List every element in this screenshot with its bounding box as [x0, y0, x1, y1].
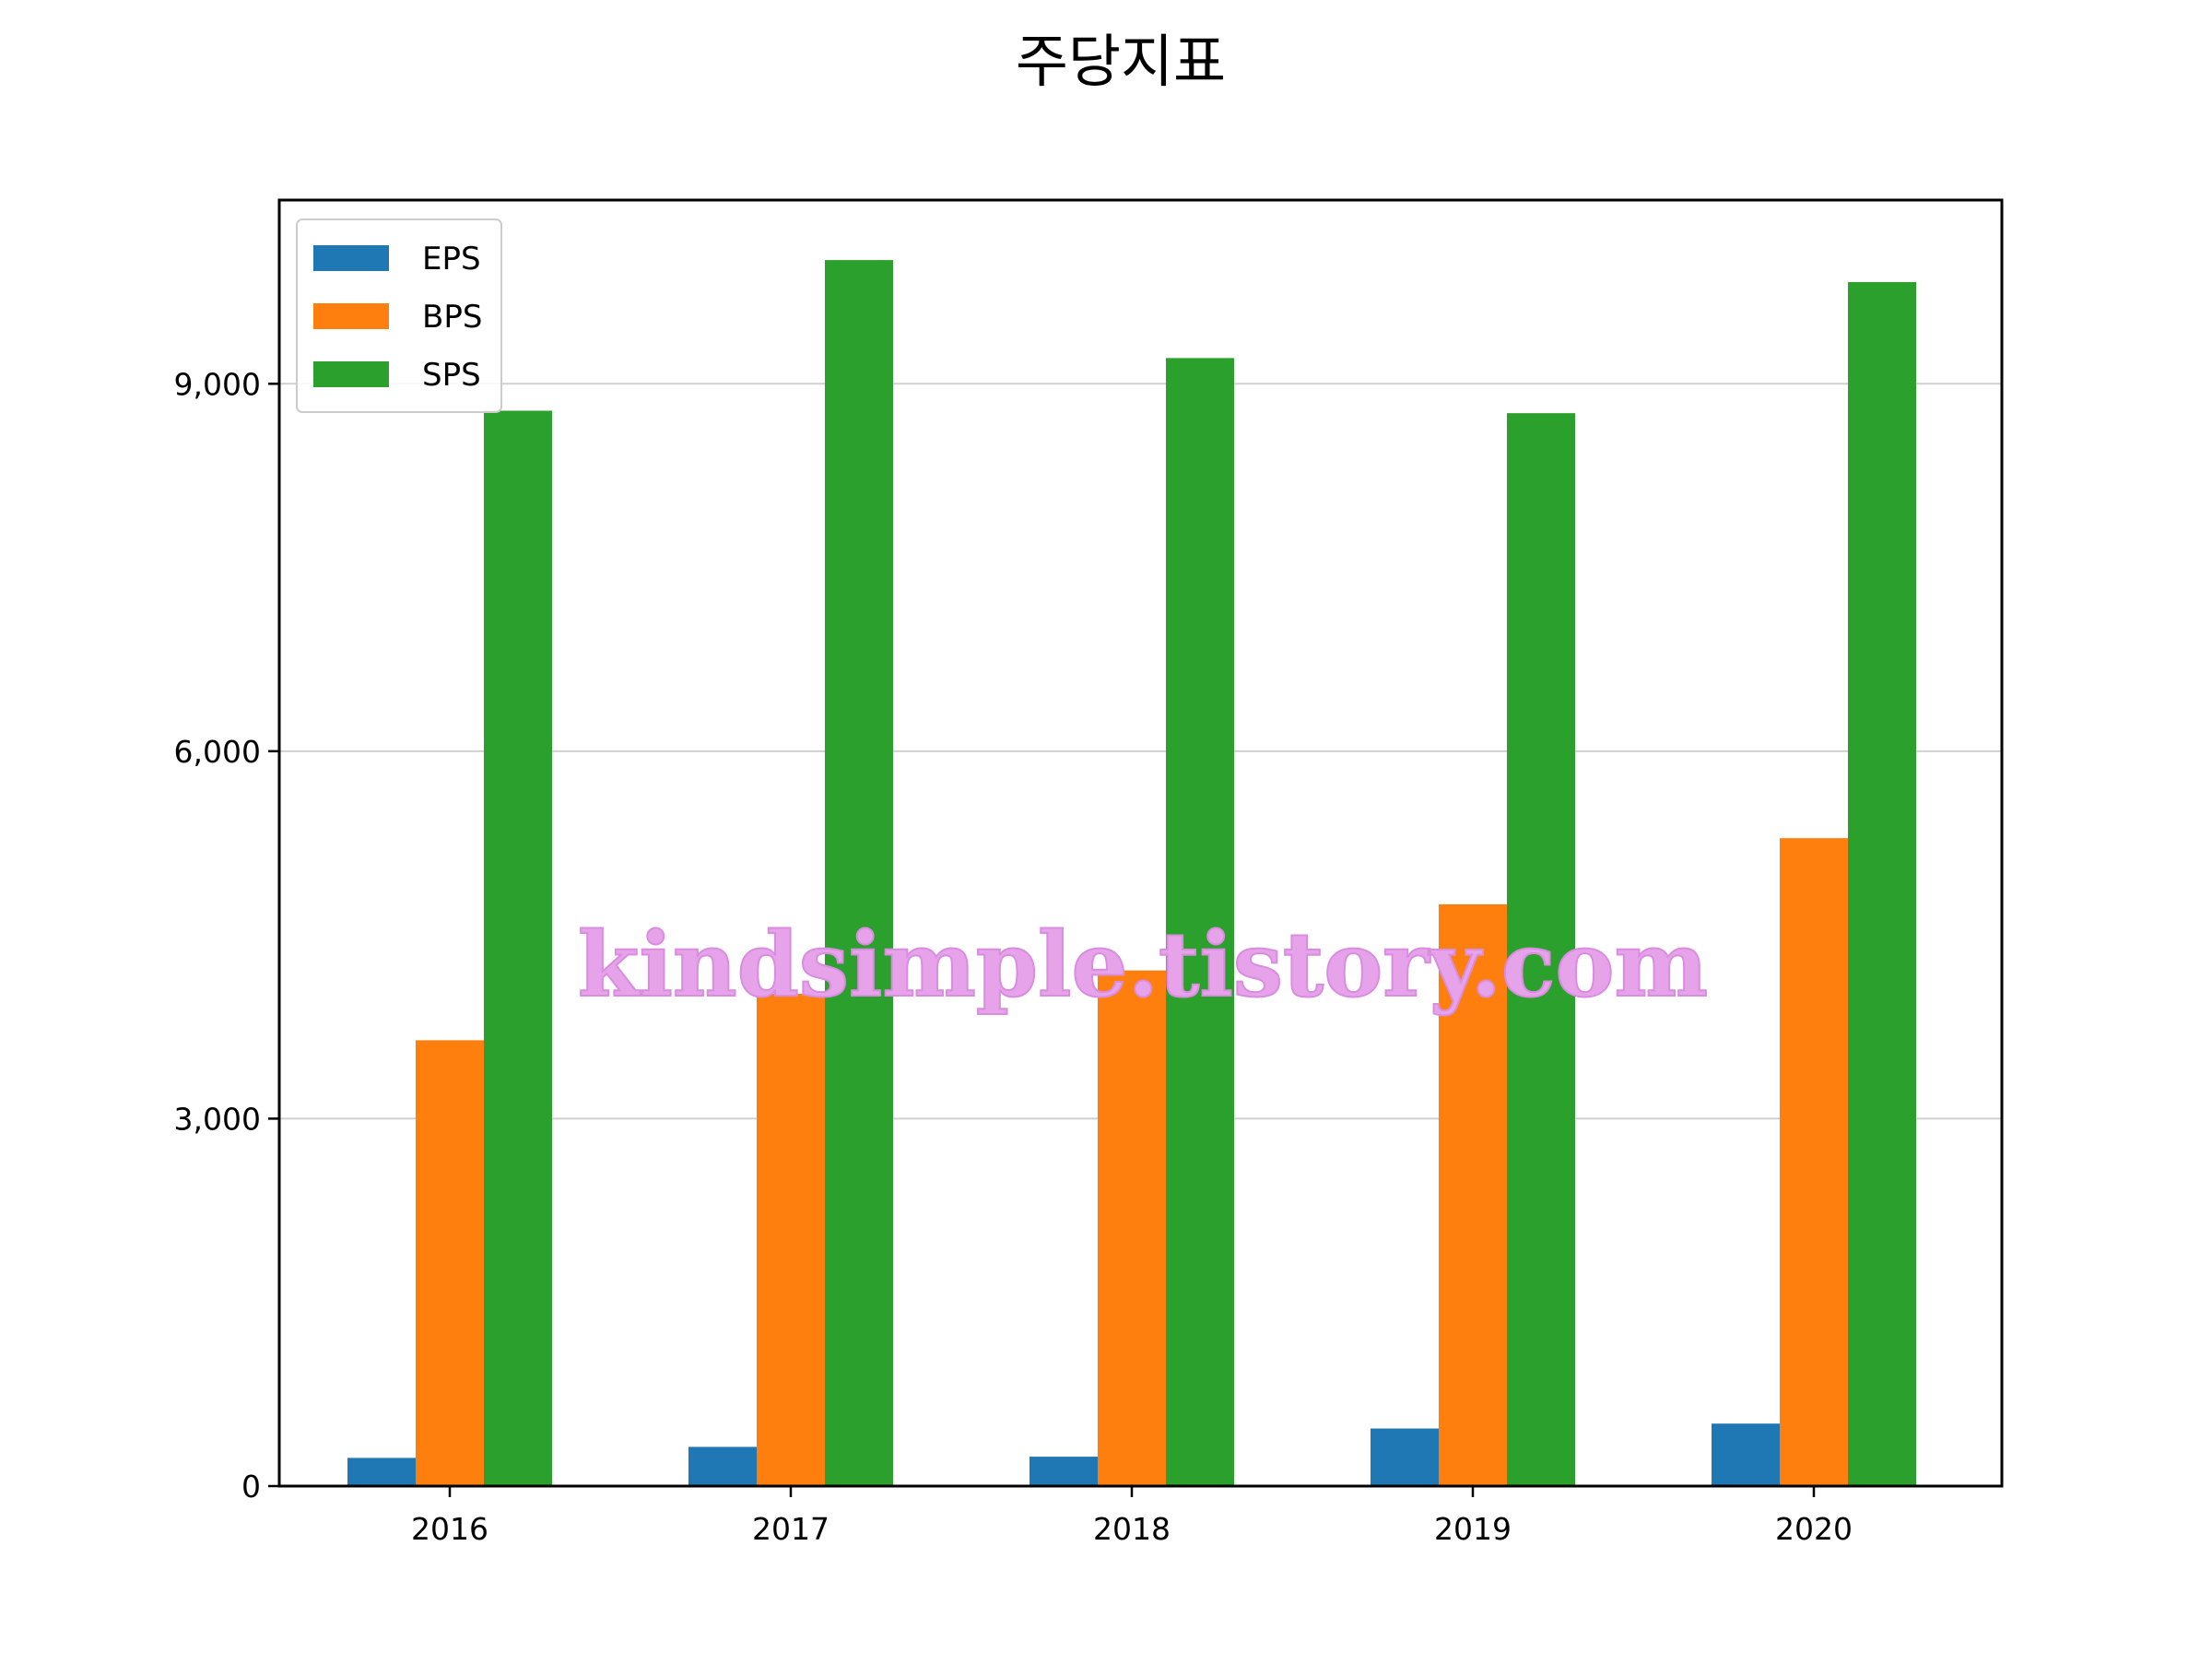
bar-bps-2016	[416, 1040, 484, 1486]
y-tick-label: 9,000	[174, 366, 261, 402]
legend-label-bps: BPS	[422, 299, 482, 336]
bar-sps-2017	[825, 260, 893, 1487]
bar-eps-2016	[347, 1457, 416, 1486]
plot-frame	[277, 198, 2004, 1488]
bar-bps-2017	[757, 993, 825, 1486]
y-tick-label: 0	[241, 1469, 261, 1505]
bar-eps-2018	[1030, 1457, 1098, 1486]
legend-swatch-bps	[313, 303, 389, 329]
bar-bps-2020	[1780, 838, 1848, 1486]
y-tick-label: 6,000	[174, 734, 261, 770]
legend-swatch-eps	[313, 245, 389, 271]
legend-swatch-sps	[313, 361, 389, 387]
bar-eps-2017	[688, 1446, 757, 1486]
y-tick-label: 3,000	[174, 1101, 261, 1137]
watermark: kindsimple.tistory.com	[578, 913, 1708, 1017]
bar-sps-2018	[1166, 358, 1234, 1486]
legend-label-sps: SPS	[422, 357, 481, 394]
bar-sps-2020	[1848, 282, 1916, 1486]
bar-sps-2019	[1507, 413, 1575, 1487]
axes: 0 3,000 6,000 9,000 2016 2017 2018 2019 2020	[174, 366, 1853, 1547]
legend-label-eps: EPS	[422, 241, 481, 277]
bar-eps-2020	[1712, 1423, 1780, 1486]
bars	[347, 260, 1916, 1487]
legend: EPS BPS SPS	[296, 218, 502, 413]
bar-eps-2019	[1371, 1428, 1439, 1486]
x-tick-label: 2017	[752, 1511, 830, 1547]
x-tick-label: 2019	[1434, 1511, 1512, 1547]
bar-bps-2018	[1098, 970, 1166, 1486]
bar-bps-2019	[1439, 903, 1507, 1486]
x-tick-label: 2016	[411, 1511, 488, 1547]
chart-title: 주당지표	[1016, 28, 1226, 95]
x-tick-label: 2020	[1775, 1511, 1853, 1547]
bar-sps-2016	[484, 410, 552, 1486]
x-tick-label: 2018	[1093, 1511, 1171, 1547]
